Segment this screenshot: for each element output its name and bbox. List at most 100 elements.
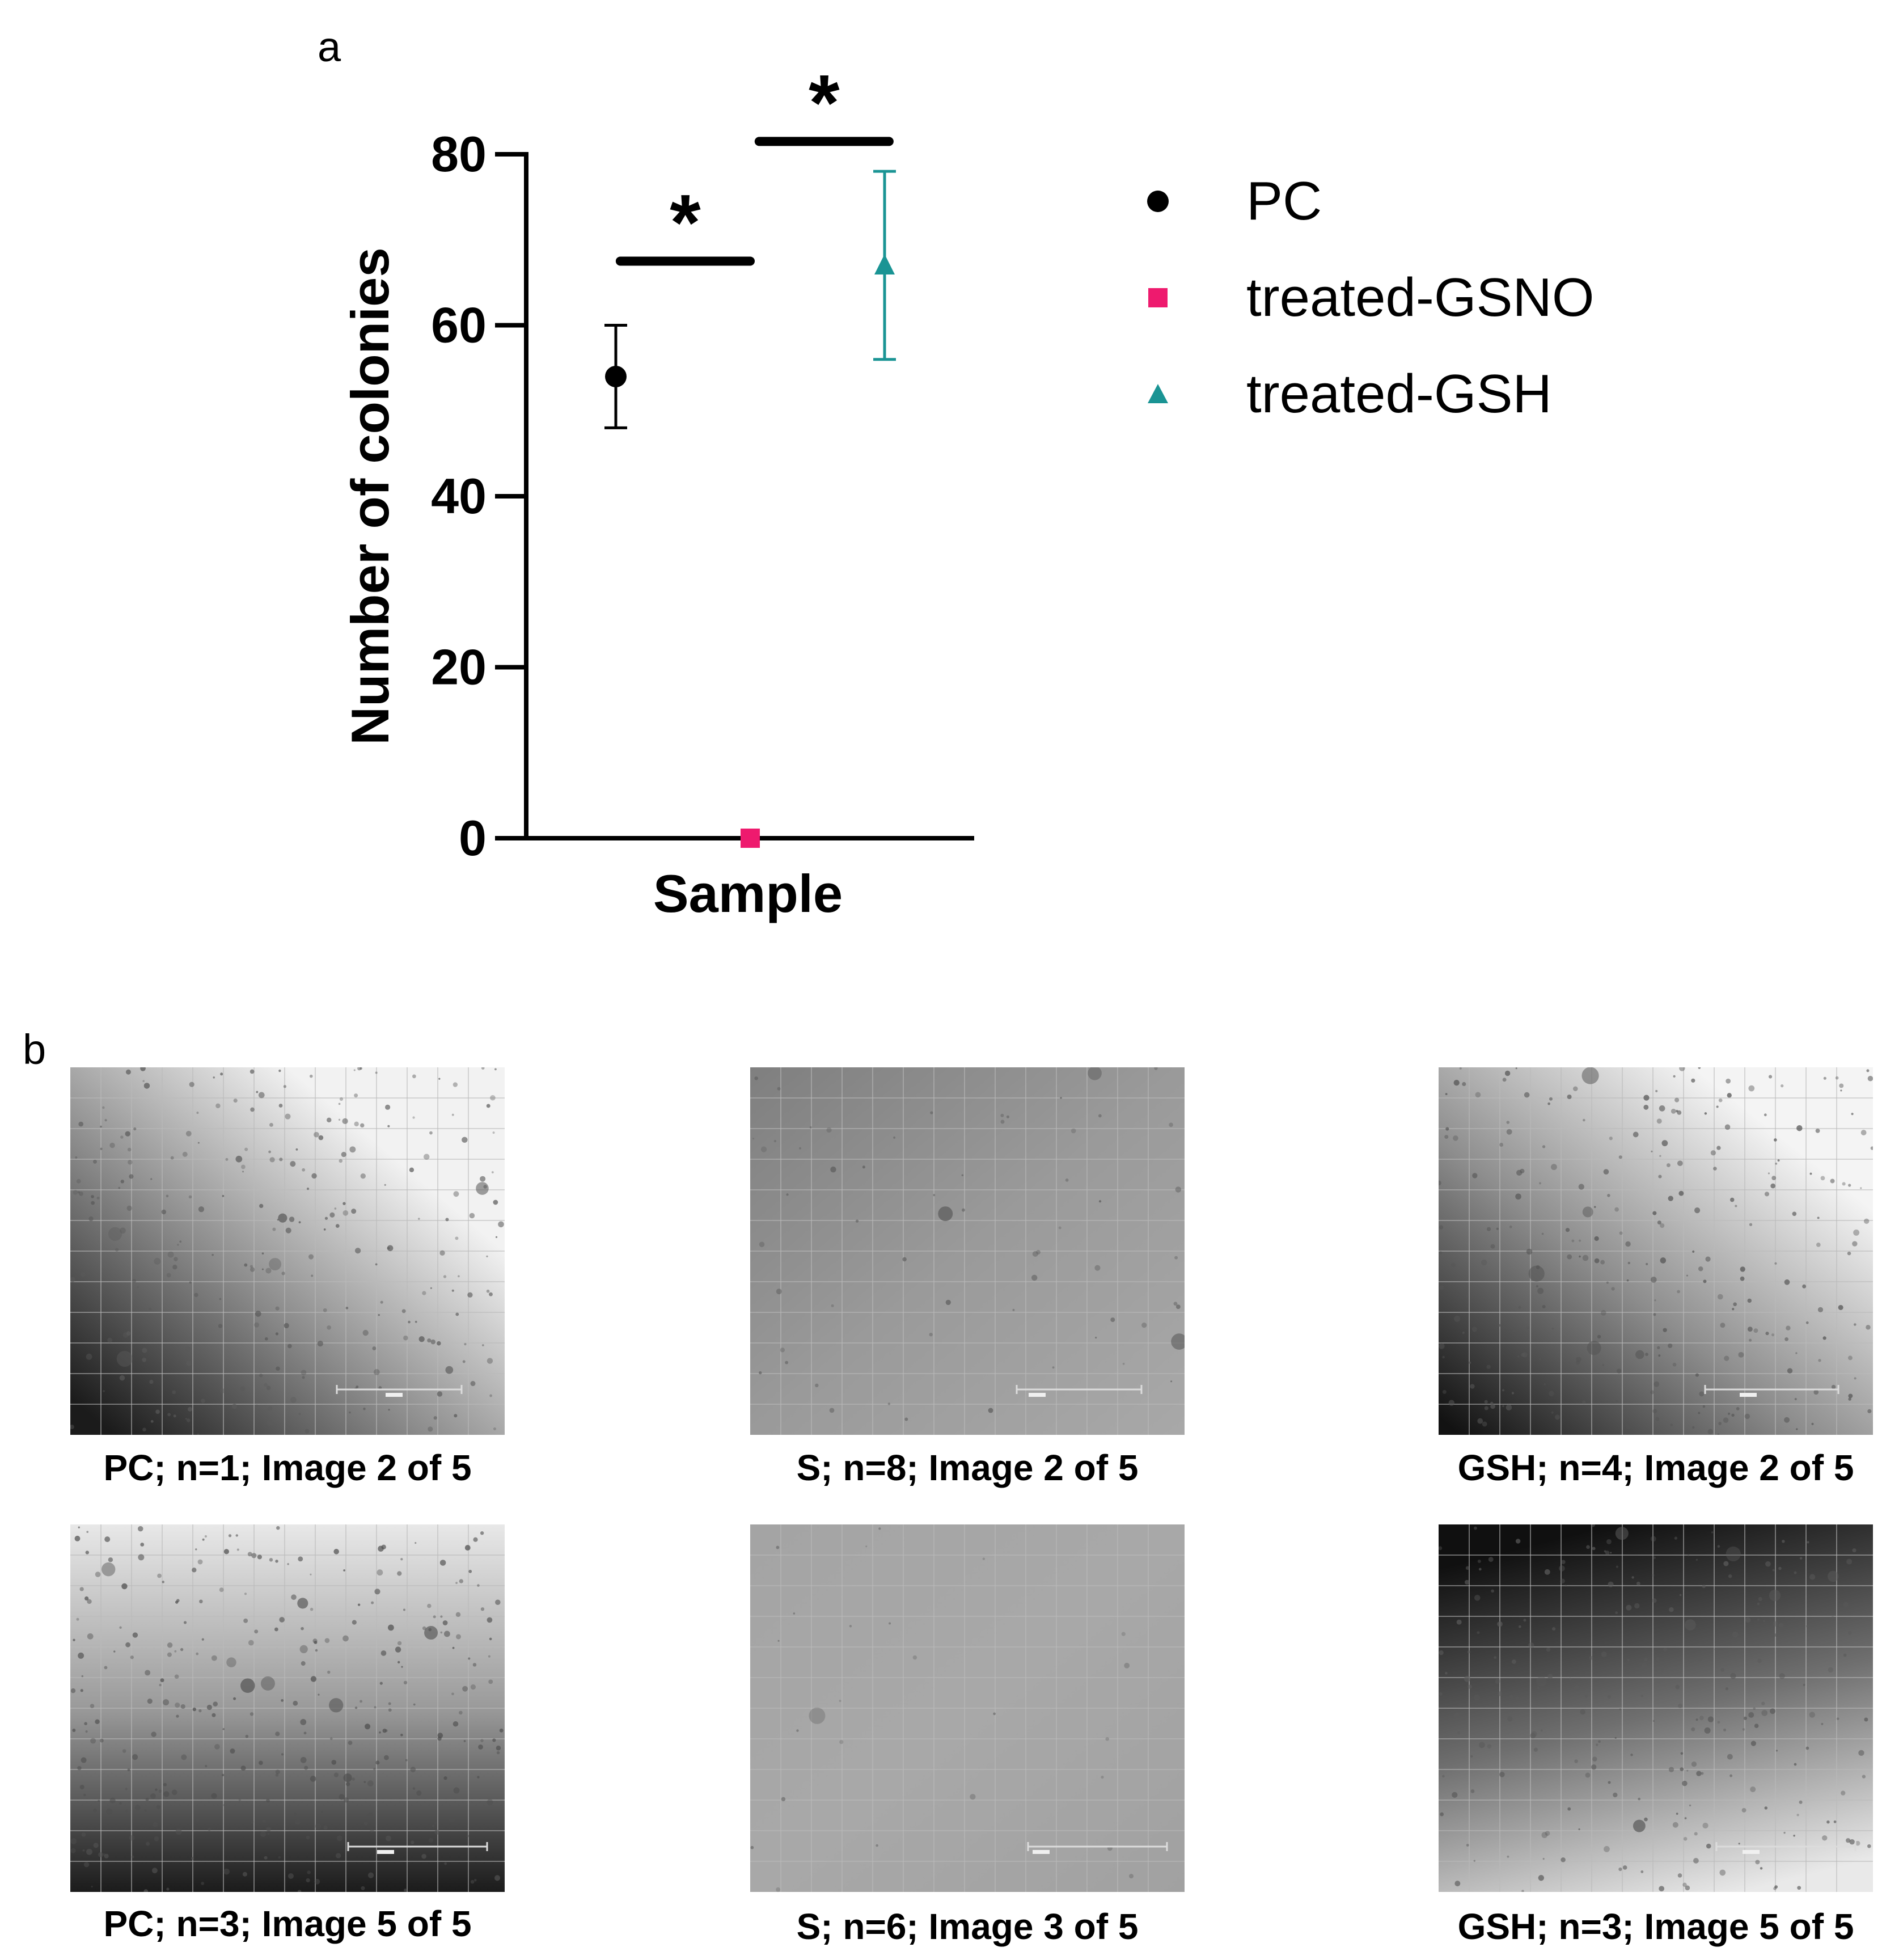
cell-particle [142,1427,146,1431]
cell-particle [1542,1145,1546,1148]
cell-particle [429,1131,433,1135]
cell-particle [329,1212,335,1218]
cell-particle [1668,1767,1674,1772]
cell-particle [1105,1737,1110,1741]
cell-particle [862,1165,865,1169]
cell-particle [219,1587,224,1592]
cell-particle [480,1607,485,1611]
cell-particle [311,1274,314,1277]
cell-particle [1439,1650,1444,1655]
cell-particle [1518,1306,1521,1309]
cell-particle [1471,1327,1477,1332]
cell-particle [1128,1874,1134,1879]
cell-particle [1472,1173,1478,1178]
cell-particle [1474,1595,1481,1601]
cell-particle [1088,1067,1102,1080]
cell-particle [1698,1412,1701,1414]
cell-particle [323,1825,328,1830]
cell-particle [1622,1865,1627,1870]
cell-particle [1600,1260,1605,1265]
y-axis-title: Number of colonies [340,247,400,745]
cell-particle [1794,1397,1797,1401]
cell-particle [1452,1792,1458,1798]
cell-particle [1578,1828,1580,1831]
cell-particle [181,1754,187,1760]
cell-particle [104,1119,107,1122]
cell-particle [267,1420,273,1426]
cell-particle [1591,1524,1596,1527]
cell-particle [151,1731,157,1737]
cell-particle [175,1703,180,1708]
cell-particle [487,1358,493,1364]
cell-particle [76,1178,81,1184]
cell-particle [1545,1831,1550,1836]
cell-particle [799,1147,802,1150]
cell-particle [1652,1720,1655,1722]
cell-particle [1506,1129,1512,1135]
cell-particle [172,1390,176,1395]
cell-particle [354,1706,358,1709]
cell-particle [439,1560,446,1566]
legend-circle-icon [1147,191,1169,212]
cell-particle [138,1554,145,1561]
cell-particle [1592,1547,1596,1551]
cell-particle [191,1857,194,1860]
cell-particle [470,1684,476,1690]
image-caption: GSH; n=3; Image 5 of 5 [1457,1906,1854,1947]
cell-particle [367,1780,374,1787]
cell-particle [99,1738,104,1743]
cell-particle [1609,1137,1613,1140]
cell-particle [1608,1581,1614,1587]
cell-particle [218,1324,223,1328]
cell-particle [201,1399,205,1404]
cell-particle [375,1760,380,1765]
cell-particle [1654,1299,1656,1302]
micrograph-pc-n1 [70,1067,505,1435]
cell-particle [480,1531,484,1535]
cell-particle [142,1080,145,1083]
cell-particle [1695,1718,1698,1721]
cell-particle [1757,1602,1760,1606]
cell-particle [1740,1266,1745,1272]
cell-particle [194,1292,198,1298]
cell-particle [1682,1780,1688,1786]
cell-particle [1474,1526,1477,1530]
cell-particle [1677,1290,1680,1294]
cell-particle [1699,1716,1704,1721]
cell-particle [128,1160,133,1165]
cell-particle [377,1569,383,1576]
cell-particle [1794,1763,1797,1766]
cell-particle [309,1074,313,1078]
cell-particle [1659,1105,1665,1112]
cell-particle [1843,1653,1847,1657]
cell-particle [759,1241,765,1248]
cell-particle [434,1821,437,1824]
cell-particle [1583,1118,1585,1122]
cell-particle [291,1594,297,1600]
cell-particle [307,1870,311,1874]
cell-particle [417,1218,420,1220]
cell-particle [253,1322,260,1328]
y-tick-label: 80 [431,126,487,182]
cell-particle [472,1663,477,1667]
cell-particle [255,1311,261,1317]
cell-particle [1673,1075,1676,1078]
cell-particle [1787,1368,1793,1374]
cell-particle [1775,1162,1778,1165]
cell-particle [1848,1393,1853,1399]
cell-particle [451,1113,454,1116]
cell-particle [1761,1710,1768,1716]
significance-star: * [809,58,840,147]
cell-particle [400,1734,403,1737]
cell-particle [411,1840,415,1844]
cell-particle [1521,1353,1525,1357]
cell-particle [189,1082,194,1087]
cell-particle [1806,1624,1809,1628]
y-tick-label: 60 [431,297,487,353]
cell-particle [179,1240,182,1243]
cell-particle [1565,1228,1570,1232]
cell-particle [1507,1716,1513,1722]
cell-particle [261,1252,264,1254]
cell-particle [1502,1389,1504,1392]
cell-particle [422,1291,426,1295]
